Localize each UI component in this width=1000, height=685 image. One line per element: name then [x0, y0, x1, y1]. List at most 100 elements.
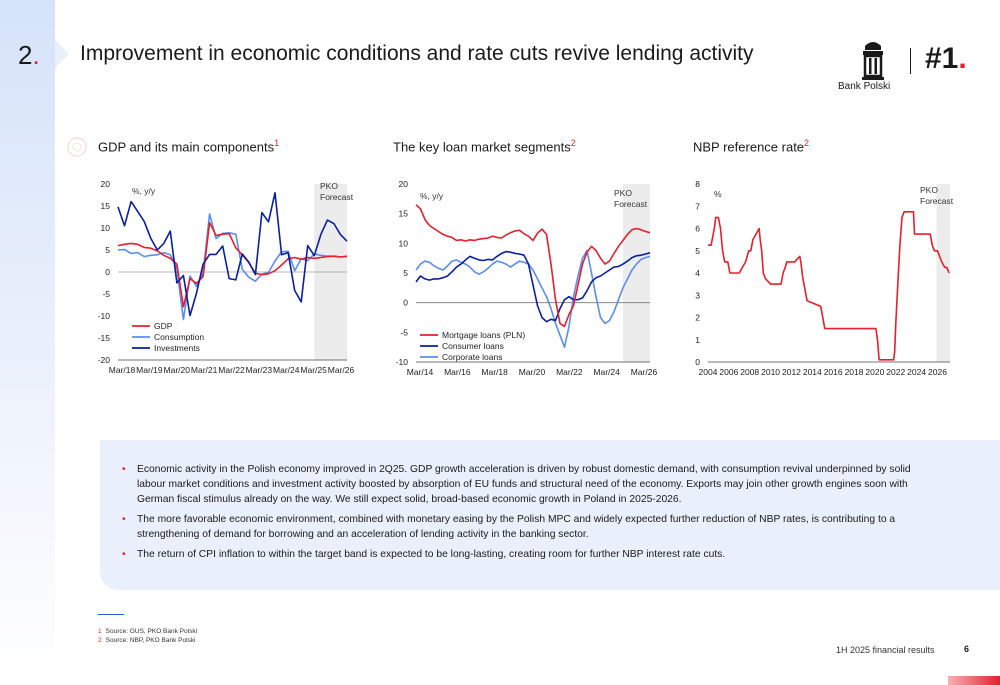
x-tick-label: 2026	[928, 367, 947, 377]
bullet-marker: •	[122, 549, 126, 560]
y-tick-label: 3	[695, 290, 700, 300]
corner-accent	[948, 676, 1000, 685]
x-tick-label: 2008	[740, 367, 759, 377]
x-tick-label: 2022	[886, 367, 905, 377]
loans-chart-title: The key loan market segments2	[393, 138, 576, 155]
legend-label: Consumption	[154, 332, 204, 342]
y-tick-label: 15	[399, 209, 409, 219]
rank-badge: #1.	[925, 42, 967, 75]
x-tick-label: 2020	[865, 367, 884, 377]
forecast-label: Forecast	[920, 196, 954, 206]
forecast-label: Forecast	[614, 199, 648, 209]
commentary-list: • Economic activity in the Polish economy…	[122, 462, 922, 567]
y-tick-label: 0	[105, 267, 110, 277]
legend-label: Corporate loans	[442, 352, 502, 362]
x-tick-label: 2006	[719, 367, 738, 377]
pko-logo	[848, 38, 898, 94]
pko-logo-icon	[862, 42, 884, 80]
footnote: 1 Source: GUS, PKO Bank Polski	[98, 628, 198, 635]
section-number: 2.	[18, 40, 40, 70]
y-tick-label: 5	[695, 246, 700, 256]
x-tick-label: Mar/20	[164, 365, 191, 375]
x-tick-label: Mar/18	[481, 367, 508, 377]
forecast-label: PKO	[614, 188, 632, 198]
y-tick-label: -20	[98, 355, 111, 365]
x-tick-label: Mar/22	[218, 365, 245, 375]
y-tick-label: 1	[695, 335, 700, 345]
left-accent-strip	[0, 0, 55, 685]
y-tick-label: 7	[695, 201, 700, 211]
logo-name: Bank Polski	[838, 81, 891, 92]
y-tick-label: 8	[695, 179, 700, 189]
bullet-marker: •	[122, 464, 126, 475]
x-tick-label: 2018	[845, 367, 864, 377]
x-tick-label: 2024	[907, 367, 926, 377]
x-tick-label: 2012	[782, 367, 801, 377]
x-tick-label: 2014	[803, 367, 822, 377]
x-tick-label: Mar/24	[273, 365, 300, 375]
y-tick-label: 5	[105, 245, 110, 255]
forecast-label: PKO	[920, 185, 938, 195]
nbp-chart-title: NBP reference rate2	[693, 138, 810, 155]
y-tick-label: 20	[101, 179, 111, 189]
y-axis-label: %, y/y	[420, 191, 444, 201]
x-tick-label: Mar/20	[519, 367, 546, 377]
series-line-gdp	[117, 221, 348, 308]
forecast-label: Forecast	[320, 192, 354, 202]
x-tick-label: Mar/16	[444, 367, 471, 377]
footer-label: 1H 2025 financial results	[836, 645, 935, 655]
y-tick-label: 20	[399, 179, 409, 189]
emblem-watermark-icon	[67, 137, 87, 157]
y-axis-label: %, y/y	[132, 186, 156, 196]
x-tick-label: Mar/24	[593, 367, 620, 377]
y-tick-label: -5	[400, 327, 408, 337]
commentary-box	[100, 440, 1000, 590]
logo-separator	[910, 48, 911, 74]
forecast-band	[936, 184, 950, 362]
forecast-band	[623, 184, 650, 362]
bullet-item: • The more favorable economic environment…	[122, 514, 896, 540]
x-tick-label: 2004	[699, 367, 718, 377]
y-tick-label: 0	[403, 298, 408, 308]
bullet-item: • Economic activity in the Polish economy…	[122, 464, 911, 505]
x-tick-label: Mar/22	[556, 367, 583, 377]
page-number: 6	[964, 644, 970, 654]
legend-label: Consumer loans	[442, 341, 504, 351]
legend-label: Mortgage loans (PLN)	[442, 330, 525, 340]
x-tick-label: Mar/18	[109, 365, 136, 375]
y-tick-label: -10	[98, 311, 111, 321]
series-line-corporate-loans	[415, 249, 651, 348]
y-tick-label: 4	[695, 268, 700, 278]
y-tick-label: 15	[101, 201, 111, 211]
bullet-item: • The return of CPI inflation to within t…	[122, 549, 726, 560]
y-tick-label: 2	[695, 313, 700, 323]
x-tick-label: Mar/21	[191, 365, 218, 375]
y-tick-label: 5	[403, 268, 408, 278]
forecast-label: PKO	[320, 181, 338, 191]
legend-label: GDP	[154, 321, 173, 331]
y-tick-label: -5	[102, 289, 110, 299]
footnote-divider	[98, 614, 124, 615]
series-line-mortgage-loans-pln-	[415, 204, 651, 328]
series-line-consumption	[117, 213, 348, 321]
footnotes: 1 Source: GUS, PKO Bank Polski 2 Source: N…	[98, 627, 197, 645]
x-tick-label: Mar/14	[407, 367, 434, 377]
x-tick-label: 2016	[824, 367, 843, 377]
series-line-rate	[708, 210, 950, 361]
gdp-chart-title: GDP and its main components1	[98, 138, 280, 155]
x-tick-label: Mar/25	[300, 365, 327, 375]
series-line-consumer-loans	[415, 250, 651, 323]
legend-label: Investments	[154, 343, 200, 353]
y-axis-label: %	[714, 189, 722, 199]
x-tick-label: Mar/23	[246, 365, 273, 375]
y-tick-label: 10	[101, 223, 111, 233]
x-tick-label: 2010	[761, 367, 780, 377]
y-tick-label: 6	[695, 224, 700, 234]
series-line-investments	[117, 191, 348, 317]
x-tick-label: Mar/26	[631, 367, 658, 377]
y-tick-label: 10	[399, 238, 409, 248]
y-tick-label: 0	[695, 357, 700, 367]
